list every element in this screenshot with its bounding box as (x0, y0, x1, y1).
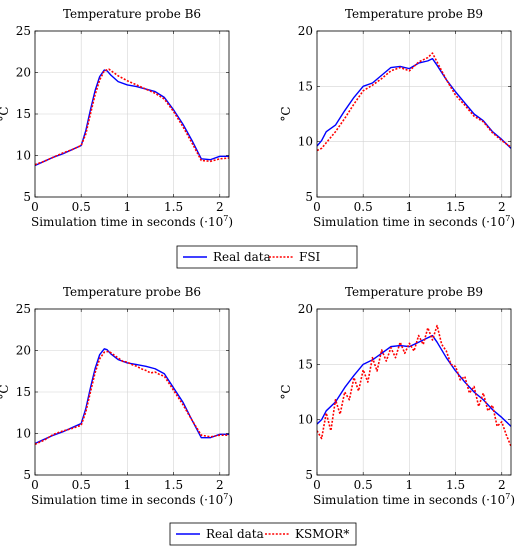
x-tick-label: 0 (31, 478, 39, 492)
y-tick-label: 10 (16, 149, 31, 163)
x-tick-label: 1 (406, 478, 414, 492)
y-axis-label: °C (0, 384, 11, 399)
x-tick-label: 0.5 (72, 478, 91, 492)
x-tick-label: 2 (498, 200, 506, 214)
series-line-real-data (35, 69, 229, 167)
y-tick-label: 10 (16, 427, 31, 441)
series-line-fsi (317, 52, 511, 152)
y-tick-label: 5 (23, 190, 31, 204)
x-tick-label: 2 (216, 478, 224, 492)
axes-frame (316, 308, 512, 476)
legend-label: KSMOR* (295, 527, 349, 541)
series-line-ksmor (317, 324, 511, 447)
legend-ksmor: Real data KSMOR* (169, 522, 357, 546)
legend-label: FSI (299, 250, 321, 264)
legend-label: Real data (213, 250, 271, 264)
y-tick-label: 5 (23, 468, 31, 482)
x-tick-label: 1 (406, 200, 414, 214)
chart-title: Temperature probe B6 (63, 7, 201, 21)
y-tick-label: 10 (298, 413, 313, 427)
x-tick-label: 0.5 (354, 200, 373, 214)
x-tick-label: 0 (313, 478, 321, 492)
series-line-real-data (317, 334, 511, 427)
x-tick-label: 0.5 (354, 478, 373, 492)
y-tick-label: 20 (298, 302, 313, 316)
chart-title: Temperature probe B9 (345, 7, 483, 21)
x-tick-label: 1 (124, 478, 132, 492)
axes-frame (316, 30, 512, 198)
y-axis-label: °C (279, 106, 293, 121)
y-tick-label: 10 (298, 135, 313, 149)
y-tick-label: 25 (16, 302, 31, 316)
x-tick-label: 1.5 (164, 200, 183, 214)
x-tick-label: 1.5 (446, 478, 465, 492)
y-tick-label: 5 (305, 190, 313, 204)
y-tick-label: 15 (298, 357, 313, 371)
y-axis-label: °C (0, 106, 11, 121)
chart-panel-b9-fsi: 0 0.5 1 1.5 2 5 10 15 20 Temperature probe B9 Simu… (279, 7, 515, 229)
y-tick-label: 20 (16, 66, 31, 80)
chart-title: Temperature probe B6 (63, 285, 201, 299)
x-axis-label: Simulation time in seconds (·107) (31, 214, 233, 229)
series-line-fsi (35, 68, 229, 166)
x-axis-label: Simulation time in seconds (·107) (313, 214, 515, 229)
legend-box (169, 522, 357, 546)
series-line-real-data (35, 348, 229, 445)
y-axis-label: °C (279, 384, 293, 399)
x-axis-label: Simulation time in seconds (·107) (313, 492, 515, 507)
chart-panel-b9-ksmor: 0 0.5 1 1.5 2 5 10 15 20 Temperature probe B9 Simu… (279, 285, 515, 507)
y-tick-label: 20 (298, 24, 313, 38)
legend-label: Real data (206, 527, 264, 541)
x-tick-label: 1.5 (446, 200, 465, 214)
legend-fsi: Real data FSI (176, 245, 358, 269)
x-axis-label: Simulation time in seconds (·107) (31, 492, 233, 507)
x-tick-label: 0 (313, 200, 321, 214)
y-tick-label: 15 (298, 79, 313, 93)
legend-box (176, 245, 358, 269)
y-tick-label: 25 (16, 24, 31, 38)
y-tick-label: 15 (16, 385, 31, 399)
y-tick-label: 20 (16, 344, 31, 358)
x-tick-label: 2 (498, 478, 506, 492)
y-tick-label: 15 (16, 107, 31, 121)
series-line-ksmor (35, 350, 229, 446)
x-tick-label: 2 (216, 200, 224, 214)
y-tick-label: 5 (305, 468, 313, 482)
x-tick-label: 0 (31, 200, 39, 214)
chart-title: Temperature probe B9 (345, 285, 483, 299)
x-tick-label: 1 (124, 200, 132, 214)
x-tick-label: 0.5 (72, 200, 91, 214)
x-tick-label: 1.5 (164, 478, 183, 492)
series-line-real-data (317, 57, 511, 149)
